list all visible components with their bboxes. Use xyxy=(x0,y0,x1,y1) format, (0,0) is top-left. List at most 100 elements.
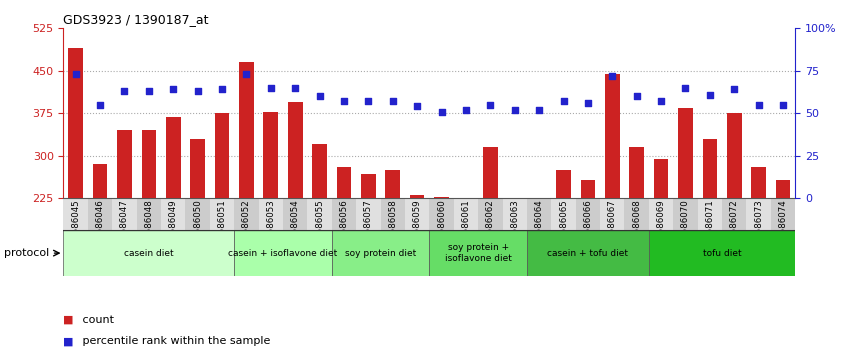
Bar xyxy=(381,198,405,230)
Text: GSM586046: GSM586046 xyxy=(96,199,105,252)
Text: GSM586059: GSM586059 xyxy=(413,199,421,252)
Bar xyxy=(337,167,351,198)
Text: GSM586048: GSM586048 xyxy=(145,199,153,252)
Bar xyxy=(239,62,254,198)
Text: GSM586064: GSM586064 xyxy=(535,199,544,252)
Bar xyxy=(698,198,722,230)
Text: GSM586060: GSM586060 xyxy=(437,199,446,252)
Bar xyxy=(654,159,668,198)
Bar xyxy=(161,198,185,230)
Text: GSM586054: GSM586054 xyxy=(291,199,299,252)
Bar xyxy=(405,198,429,230)
Bar xyxy=(288,102,303,198)
Text: GSM586070: GSM586070 xyxy=(681,199,690,252)
Bar xyxy=(409,195,425,198)
Bar xyxy=(624,198,649,230)
Text: GSM586067: GSM586067 xyxy=(607,199,617,252)
Text: GSM586051: GSM586051 xyxy=(217,199,227,252)
Point xyxy=(118,88,131,94)
Bar xyxy=(356,198,381,230)
Bar xyxy=(649,230,795,276)
Text: casein + isoflavone diet: casein + isoflavone diet xyxy=(228,249,338,258)
Text: soy protein diet: soy protein diet xyxy=(345,249,416,258)
Point xyxy=(338,98,351,104)
Bar xyxy=(629,147,644,198)
Bar xyxy=(483,147,497,198)
Bar xyxy=(503,198,527,230)
Bar xyxy=(580,179,596,198)
Text: count: count xyxy=(79,315,113,325)
Bar xyxy=(434,196,449,198)
Text: GSM586066: GSM586066 xyxy=(584,199,592,252)
Bar xyxy=(722,198,746,230)
Point xyxy=(752,102,766,108)
Text: GSM586057: GSM586057 xyxy=(364,199,373,252)
Text: GSM586072: GSM586072 xyxy=(730,199,739,252)
Text: GSM586073: GSM586073 xyxy=(754,199,763,252)
Bar xyxy=(234,198,259,230)
Bar xyxy=(532,198,547,201)
Text: GSM586058: GSM586058 xyxy=(388,199,398,252)
Text: GSM586065: GSM586065 xyxy=(559,199,568,252)
Point xyxy=(654,98,667,104)
Point xyxy=(288,85,302,91)
Text: GSM586068: GSM586068 xyxy=(632,199,641,252)
Text: GSM586056: GSM586056 xyxy=(339,199,349,252)
Bar xyxy=(93,164,107,198)
Point xyxy=(557,98,570,104)
Text: GSM586069: GSM586069 xyxy=(656,199,666,252)
Bar xyxy=(527,198,552,230)
Point xyxy=(386,98,399,104)
Bar xyxy=(113,198,136,230)
Bar xyxy=(649,198,673,230)
Point xyxy=(777,102,790,108)
Bar xyxy=(117,130,132,198)
Bar xyxy=(605,74,619,198)
Text: ■: ■ xyxy=(63,336,74,346)
Bar xyxy=(702,139,717,198)
Text: percentile rank within the sample: percentile rank within the sample xyxy=(79,336,270,346)
Point xyxy=(532,107,546,113)
Bar xyxy=(185,198,210,230)
Bar xyxy=(283,198,307,230)
Point xyxy=(459,107,473,113)
Bar xyxy=(63,230,234,276)
Text: GSM586052: GSM586052 xyxy=(242,199,251,252)
Point xyxy=(264,85,277,91)
Point xyxy=(508,107,521,113)
Text: GDS3923 / 1390187_at: GDS3923 / 1390187_at xyxy=(63,13,209,26)
Text: protocol: protocol xyxy=(4,248,49,258)
Bar xyxy=(678,108,693,198)
Text: casein diet: casein diet xyxy=(124,249,173,258)
Text: GSM586062: GSM586062 xyxy=(486,199,495,252)
Bar xyxy=(361,174,376,198)
Point xyxy=(410,104,424,109)
Bar xyxy=(453,198,478,230)
Point xyxy=(167,87,180,92)
Bar xyxy=(600,198,624,230)
Point xyxy=(215,87,228,92)
Bar xyxy=(166,117,180,198)
Bar xyxy=(429,198,453,230)
Text: tofu diet: tofu diet xyxy=(703,249,741,258)
Point xyxy=(581,100,595,106)
Bar xyxy=(141,130,157,198)
Bar xyxy=(429,230,527,276)
Bar xyxy=(556,170,571,198)
Bar xyxy=(673,198,698,230)
Bar xyxy=(332,230,429,276)
Point xyxy=(239,72,253,77)
Text: GSM586049: GSM586049 xyxy=(168,199,178,252)
Text: GSM586061: GSM586061 xyxy=(461,199,470,252)
Bar xyxy=(478,198,503,230)
Text: GSM586047: GSM586047 xyxy=(120,199,129,252)
Point xyxy=(728,87,741,92)
Point xyxy=(142,88,156,94)
Bar xyxy=(459,198,473,202)
Text: GSM586063: GSM586063 xyxy=(510,199,519,252)
Point xyxy=(191,88,205,94)
Text: GSM586050: GSM586050 xyxy=(193,199,202,252)
Bar xyxy=(88,198,113,230)
Bar xyxy=(69,48,83,198)
Bar xyxy=(63,198,88,230)
